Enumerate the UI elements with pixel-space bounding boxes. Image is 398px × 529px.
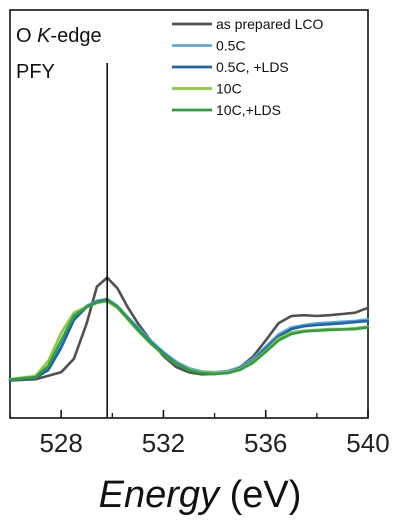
legend-label-3: 0.5C, +LDS	[216, 59, 289, 75]
panel-label-italic: K	[37, 25, 52, 47]
x-axis-title-italic: Energy	[99, 474, 221, 516]
x-axis-title-unit: (eV)	[219, 474, 301, 516]
series-line-2	[8, 297, 370, 381]
series-line-5	[8, 298, 370, 381]
x-tick-label: 540	[346, 428, 389, 458]
x-tick-label: 536	[244, 428, 287, 458]
legend: as prepared LCO 0.5C 0.5C, +LDS 10C 10C,+LDS	[172, 16, 324, 118]
x-tick-label: 528	[39, 428, 82, 458]
legend-label-4: 10C	[216, 81, 242, 97]
x-tick-label: 532	[142, 428, 185, 458]
panel-label-line2: PFY	[16, 61, 55, 83]
panel-label-prefix: O	[16, 25, 37, 47]
series-layer	[8, 276, 370, 382]
x-axis: 528 532 536 540	[9, 410, 390, 458]
legend-label-1: as prepared LCO	[216, 16, 324, 32]
plot-frame	[9, 9, 369, 419]
legend-label-5: 10C,+LDS	[216, 102, 281, 118]
panel-label-suffix: -edge	[50, 25, 101, 47]
panel-label: O K-edge	[16, 25, 102, 47]
legend-label-2: 0.5C	[216, 38, 246, 54]
x-axis-title: Energy (eV)	[99, 474, 302, 516]
